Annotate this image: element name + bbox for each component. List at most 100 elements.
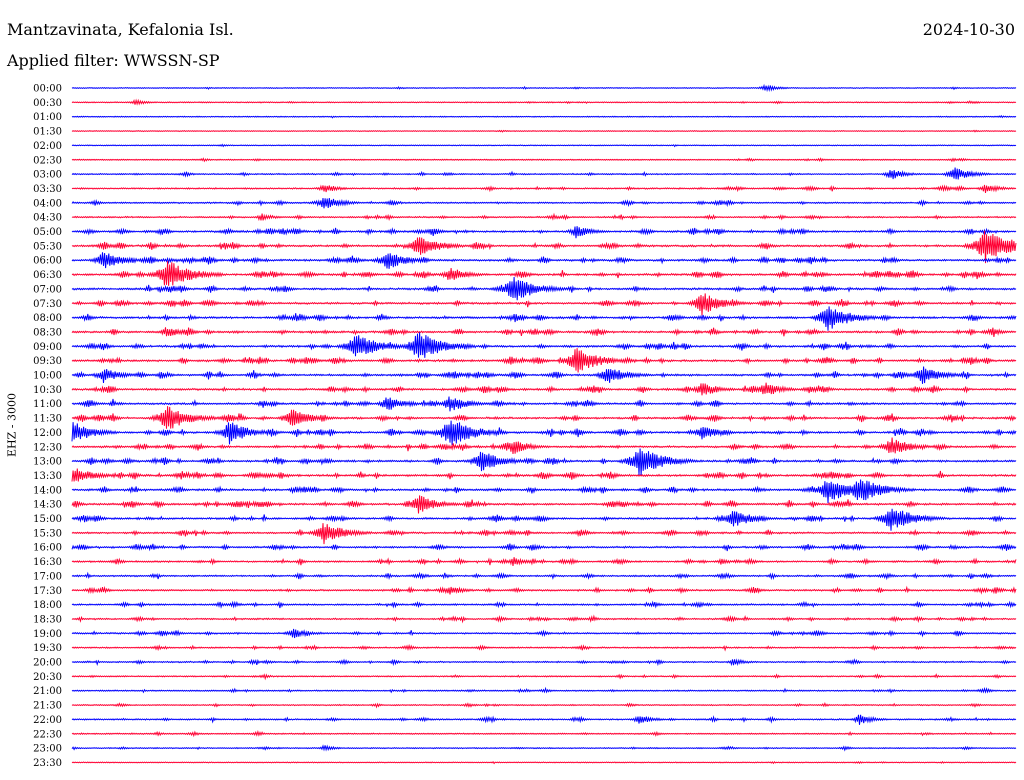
trace-line xyxy=(71,571,1017,581)
tick-label: 10:00 xyxy=(33,371,62,382)
trace-line xyxy=(71,293,1017,316)
tick-label: 23:30 xyxy=(33,758,62,769)
tick-label: 16:30 xyxy=(33,557,62,568)
tick-label: 22:00 xyxy=(33,715,62,726)
tick-label: 20:30 xyxy=(33,672,62,683)
trace-line xyxy=(71,702,1017,709)
trace-line xyxy=(71,468,1017,482)
trace-line xyxy=(71,276,1017,301)
tick-label: 19:30 xyxy=(33,643,62,654)
trace-line xyxy=(71,543,1017,552)
tick-label: 19:00 xyxy=(33,629,62,640)
trace-line xyxy=(71,167,1017,180)
trace-line xyxy=(71,83,1017,93)
tick-label: 22:30 xyxy=(33,729,62,740)
tick-label: 12:00 xyxy=(33,428,62,439)
tick-label: 14:00 xyxy=(33,485,62,496)
trace-line xyxy=(71,382,1017,396)
trace-line xyxy=(71,420,1017,445)
tick-label: 13:00 xyxy=(33,457,62,468)
record-date: 2024-10-30 xyxy=(922,20,1015,39)
tick-label: 00:30 xyxy=(33,98,62,109)
trace-line xyxy=(71,600,1017,609)
trace-line xyxy=(71,673,1017,681)
trace-group xyxy=(71,83,1017,765)
trace-line xyxy=(71,197,1017,209)
trace-line xyxy=(71,226,1017,239)
station-title: Mantzavinata, Kefalonia Isl. xyxy=(7,20,234,39)
tick-label: 03:00 xyxy=(33,170,62,181)
trace-line xyxy=(71,98,1017,106)
tick-label: 05:00 xyxy=(33,227,62,238)
tick-label: 09:00 xyxy=(33,342,62,353)
tick-label: 11:30 xyxy=(33,414,62,425)
tick-label: 06:00 xyxy=(33,256,62,267)
trace-line xyxy=(71,114,1017,119)
trace-line xyxy=(71,557,1017,566)
tick-label: 13:30 xyxy=(33,471,62,482)
trace-line xyxy=(71,714,1017,725)
trace-line xyxy=(71,261,1017,286)
trace-line xyxy=(71,327,1017,337)
tick-label: 21:30 xyxy=(33,701,62,712)
trace-line xyxy=(71,508,1017,531)
trace-line xyxy=(71,157,1017,163)
tick-label: 14:30 xyxy=(33,500,62,511)
tick-label: 20:00 xyxy=(33,658,62,669)
trace-line xyxy=(71,495,1017,514)
trace-line xyxy=(71,406,1017,429)
tick-label: 03:30 xyxy=(33,184,62,195)
trace-line xyxy=(71,628,1017,639)
trace-line xyxy=(71,686,1017,694)
trace-line xyxy=(71,643,1017,652)
trace-line xyxy=(71,366,1017,384)
tick-label: 21:00 xyxy=(33,686,62,697)
trace-line xyxy=(71,184,1017,193)
trace-line xyxy=(71,396,1017,412)
trace-line xyxy=(71,448,1017,476)
tick-label: 09:30 xyxy=(33,356,62,367)
trace-line xyxy=(71,614,1017,624)
tick-label: 18:00 xyxy=(33,600,62,611)
tick-label: 11:00 xyxy=(33,399,62,410)
trace-line xyxy=(71,230,1017,264)
trace-line xyxy=(71,744,1017,752)
filter-label: Applied filter: WWSSN-SP xyxy=(7,51,220,70)
tick-label: 04:30 xyxy=(33,213,62,224)
tick-label: 17:30 xyxy=(33,586,62,597)
tick-label: 00:00 xyxy=(33,84,62,95)
tick-label: 04:00 xyxy=(33,198,62,209)
tick-label: 05:30 xyxy=(33,241,62,252)
tick-label: 02:00 xyxy=(33,141,62,152)
tick-label-group: 00:00 00:30 01:00 01:30 02:00 02:30 03:00 03:30… xyxy=(33,84,62,769)
trace-line xyxy=(71,658,1017,667)
tick-label: 23:00 xyxy=(33,744,62,755)
tick-label: 07:30 xyxy=(33,299,62,310)
trace-line xyxy=(71,585,1017,595)
tick-label: 08:00 xyxy=(33,313,62,324)
tick-label: 18:30 xyxy=(33,614,62,625)
tick-label: 15:30 xyxy=(33,528,62,539)
trace-line xyxy=(71,348,1017,373)
tick-label: 02:30 xyxy=(33,155,62,166)
tick-label: 08:30 xyxy=(33,327,62,338)
tick-label: 15:00 xyxy=(33,514,62,525)
trace-line xyxy=(71,252,1017,269)
trace-line xyxy=(71,437,1017,454)
tick-label: 07:00 xyxy=(33,284,62,295)
tick-label: 06:30 xyxy=(33,270,62,281)
tick-label: 01:30 xyxy=(33,127,62,138)
trace-line xyxy=(71,143,1017,148)
trace-line xyxy=(71,212,1017,222)
tick-label: 17:00 xyxy=(33,571,62,582)
trace-line xyxy=(71,129,1017,133)
trace-line xyxy=(71,760,1017,765)
tick-label: 12:30 xyxy=(33,442,62,453)
trace-line xyxy=(71,332,1017,358)
tick-label: 10:30 xyxy=(33,385,62,396)
trace-line xyxy=(71,729,1017,738)
tick-label: 16:00 xyxy=(33,543,62,554)
tick-label: 01:00 xyxy=(33,112,62,123)
trace-line xyxy=(71,306,1017,331)
